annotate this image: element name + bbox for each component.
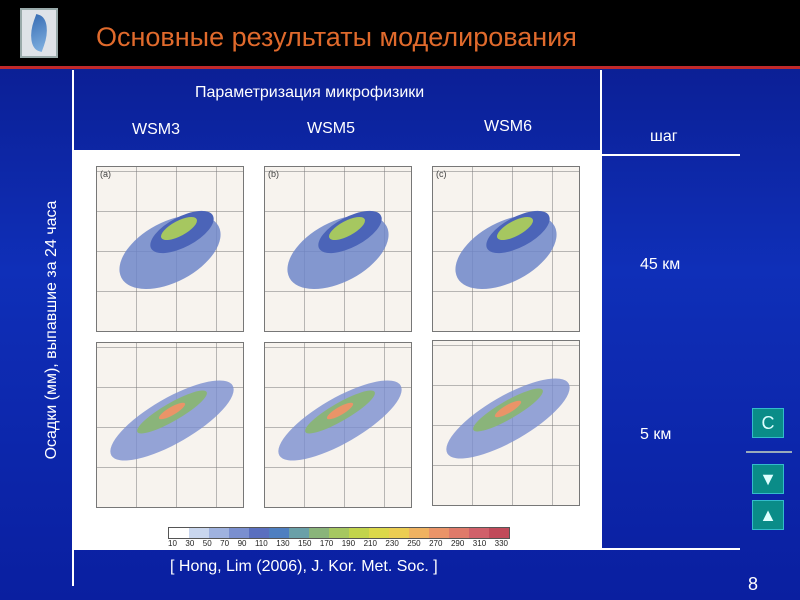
column-wsm3: WSM3: [132, 121, 180, 138]
param-heading: Параметризация микрофизики: [195, 84, 425, 101]
colorbar-tick-label: 310: [472, 539, 487, 548]
header-bar: Основные результаты моделирования: [0, 0, 800, 68]
colorbar-tick-label: 110: [254, 539, 268, 548]
map-panel-wsm3-5km: [96, 342, 244, 508]
colorbar-swatch: [429, 528, 449, 538]
column-wsm6: WSM6: [484, 118, 532, 135]
colorbar-swatch: [469, 528, 489, 538]
panel-label: (c): [436, 169, 447, 179]
colorbar-swatch: [229, 528, 249, 538]
colorbar-tick-label: 190: [341, 539, 356, 548]
table-bottom-line: [72, 548, 740, 550]
step-heading: шаг: [650, 128, 678, 145]
nav-button-c[interactable]: С: [752, 408, 784, 438]
row-5km: 5 км: [640, 426, 672, 443]
panel-label: (b): [268, 169, 279, 179]
nav-down-button[interactable]: ▼: [752, 464, 784, 494]
colorbar-tick-label: 330: [494, 539, 508, 548]
table-mid-line: [600, 70, 602, 550]
colorbar-tick-label: 90: [237, 539, 247, 548]
column-wsm5: WSM5: [307, 120, 355, 137]
map-panel-wsm3-45km: (a): [96, 166, 244, 332]
colorbar-swatch: [389, 528, 409, 538]
colorbar-tick-label: 130: [276, 539, 290, 548]
colorbar-swatch: [289, 528, 309, 538]
colorbar-swatch: [349, 528, 369, 538]
map-panel-wsm5-45km: (b): [264, 166, 412, 332]
colorbar-tick-label: 30: [185, 539, 195, 548]
precip-figure: (a) (b) (c) 10 30 50 70 90 110 130 150 170 1: [74, 150, 600, 548]
colorbar-swatch: [369, 528, 389, 538]
colorbar-swatch: [409, 528, 429, 538]
colorbar-tick-label: 250: [407, 539, 421, 548]
colorbar-swatch: [449, 528, 469, 538]
row-45km: 45 км: [640, 256, 681, 273]
colorbar-swatch: [169, 528, 189, 538]
map-panel-wsm6-45km: (c): [432, 166, 580, 332]
colorbar-swatch: [269, 528, 289, 538]
colorbar-tick-label: 270: [429, 539, 443, 548]
colorbar: [168, 527, 510, 539]
colorbar-swatch: [249, 528, 269, 538]
colorbar-swatch: [329, 528, 349, 538]
colorbar-tick-label: 50: [202, 539, 212, 548]
colorbar-tick-label: 210: [363, 539, 377, 548]
table-header-line: [600, 154, 740, 156]
map-panel-wsm5-5km: [264, 342, 412, 508]
map-panel-wsm6-5km: [432, 340, 580, 506]
colorbar-swatch: [489, 528, 509, 538]
colorbar-swatch: [189, 528, 209, 538]
page-title: Основные результаты моделирования: [96, 22, 577, 52]
colorbar-tick-label: 230: [385, 539, 399, 548]
colorbar-tick-label: 170: [319, 539, 334, 548]
nav-divider: [746, 451, 792, 453]
colorbar-swatch: [209, 528, 229, 538]
colorbar-tick-label: 10: [168, 539, 177, 548]
feather-icon: [24, 13, 54, 53]
colorbar-swatch: [309, 528, 329, 538]
nav-up-button[interactable]: ▲: [752, 500, 784, 530]
colorbar-tick-label: 150: [298, 539, 312, 548]
precip-axis-label: Осадки (мм), выпавшие за 24 часа: [43, 200, 60, 460]
colorbar-tick-label: 290: [450, 539, 465, 548]
table-left-line: [72, 70, 74, 586]
panel-label: (a): [100, 169, 111, 179]
header-divider: [0, 66, 800, 69]
logo: [20, 8, 58, 58]
colorbar-tick-label: 70: [220, 539, 230, 548]
page-number: 8: [748, 574, 759, 594]
colorbar-ticks: 10 30 50 70 90 110 130 150 170 190 210 230 250 270 290…: [168, 539, 508, 548]
citation: [ Hong, Lim (2006), J. Kor. Met. Soc. ]: [170, 558, 438, 575]
